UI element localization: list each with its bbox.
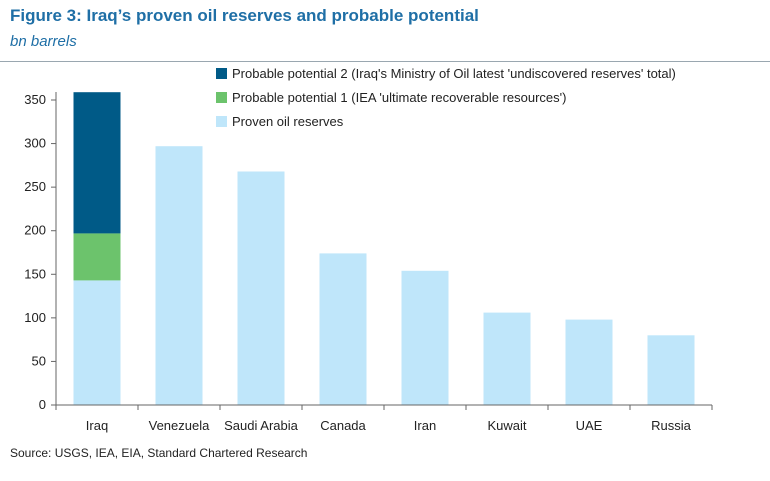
bar-canada-series-1 <box>319 253 367 405</box>
source-note: Source: USGS, IEA, EIA, Standard Charter… <box>10 446 308 460</box>
legend-label: Probable potential 1 (IEA 'ultimate reco… <box>232 90 566 105</box>
legend-swatch <box>216 116 227 127</box>
y-tick-label: 200 <box>24 223 46 238</box>
bar-saudi-arabia-series-1 <box>237 171 285 405</box>
y-tick-label: 50 <box>32 353 46 368</box>
bar-iraq-series-3 <box>73 92 121 234</box>
legend-swatch <box>216 92 227 103</box>
y-tick-label: 0 <box>39 397 46 412</box>
y-tick-label: 100 <box>24 310 46 325</box>
bar-uae-series-1 <box>565 319 613 405</box>
x-tick-label: Kuwait <box>487 418 526 433</box>
x-tick-label: Venezuela <box>149 418 210 433</box>
y-tick-label: 350 <box>24 92 46 107</box>
chart-legend: Probable potential 2 (Iraq's Ministry of… <box>216 66 676 129</box>
y-tick-label: 300 <box>24 136 46 151</box>
x-tick-label: Iraq <box>86 418 108 433</box>
header-divider <box>0 61 770 62</box>
bar-iraq-series-1 <box>73 280 121 405</box>
y-tick-label: 250 <box>24 179 46 194</box>
x-tick-label: Iran <box>414 418 436 433</box>
x-tick-label: Saudi Arabia <box>224 418 298 433</box>
bar-russia-series-1 <box>647 335 695 405</box>
chart-subtitle: bn barrels <box>10 33 77 50</box>
legend-swatch <box>216 68 227 79</box>
y-tick-label: 150 <box>24 266 46 281</box>
legend-label: Proven oil reserves <box>232 114 344 129</box>
x-tick-label: UAE <box>576 418 603 433</box>
x-tick-label: Canada <box>320 418 366 433</box>
chart-title: Figure 3: Iraq’s proven oil reserves and… <box>10 6 479 25</box>
axes-group: Iraq Venezuela Saudi Arabia Canada Iran Kuwai… <box>24 92 713 433</box>
bar-iraq-series-2 <box>73 233 121 281</box>
bar-kuwait-series-1 <box>483 312 531 405</box>
legend-label: Probable potential 2 (Iraq's Ministry of… <box>232 66 676 81</box>
bar-iran-series-1 <box>401 270 449 405</box>
bars-group <box>73 92 695 405</box>
x-tick-label: Russia <box>651 418 692 433</box>
bar-venezuela-series-1 <box>155 146 203 405</box>
